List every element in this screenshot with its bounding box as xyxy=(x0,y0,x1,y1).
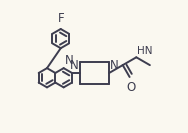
Text: F: F xyxy=(57,12,64,25)
Text: O: O xyxy=(126,81,135,94)
Text: N: N xyxy=(70,59,79,72)
Text: N: N xyxy=(110,59,119,72)
Text: HN: HN xyxy=(137,46,153,56)
Text: N: N xyxy=(65,54,73,67)
